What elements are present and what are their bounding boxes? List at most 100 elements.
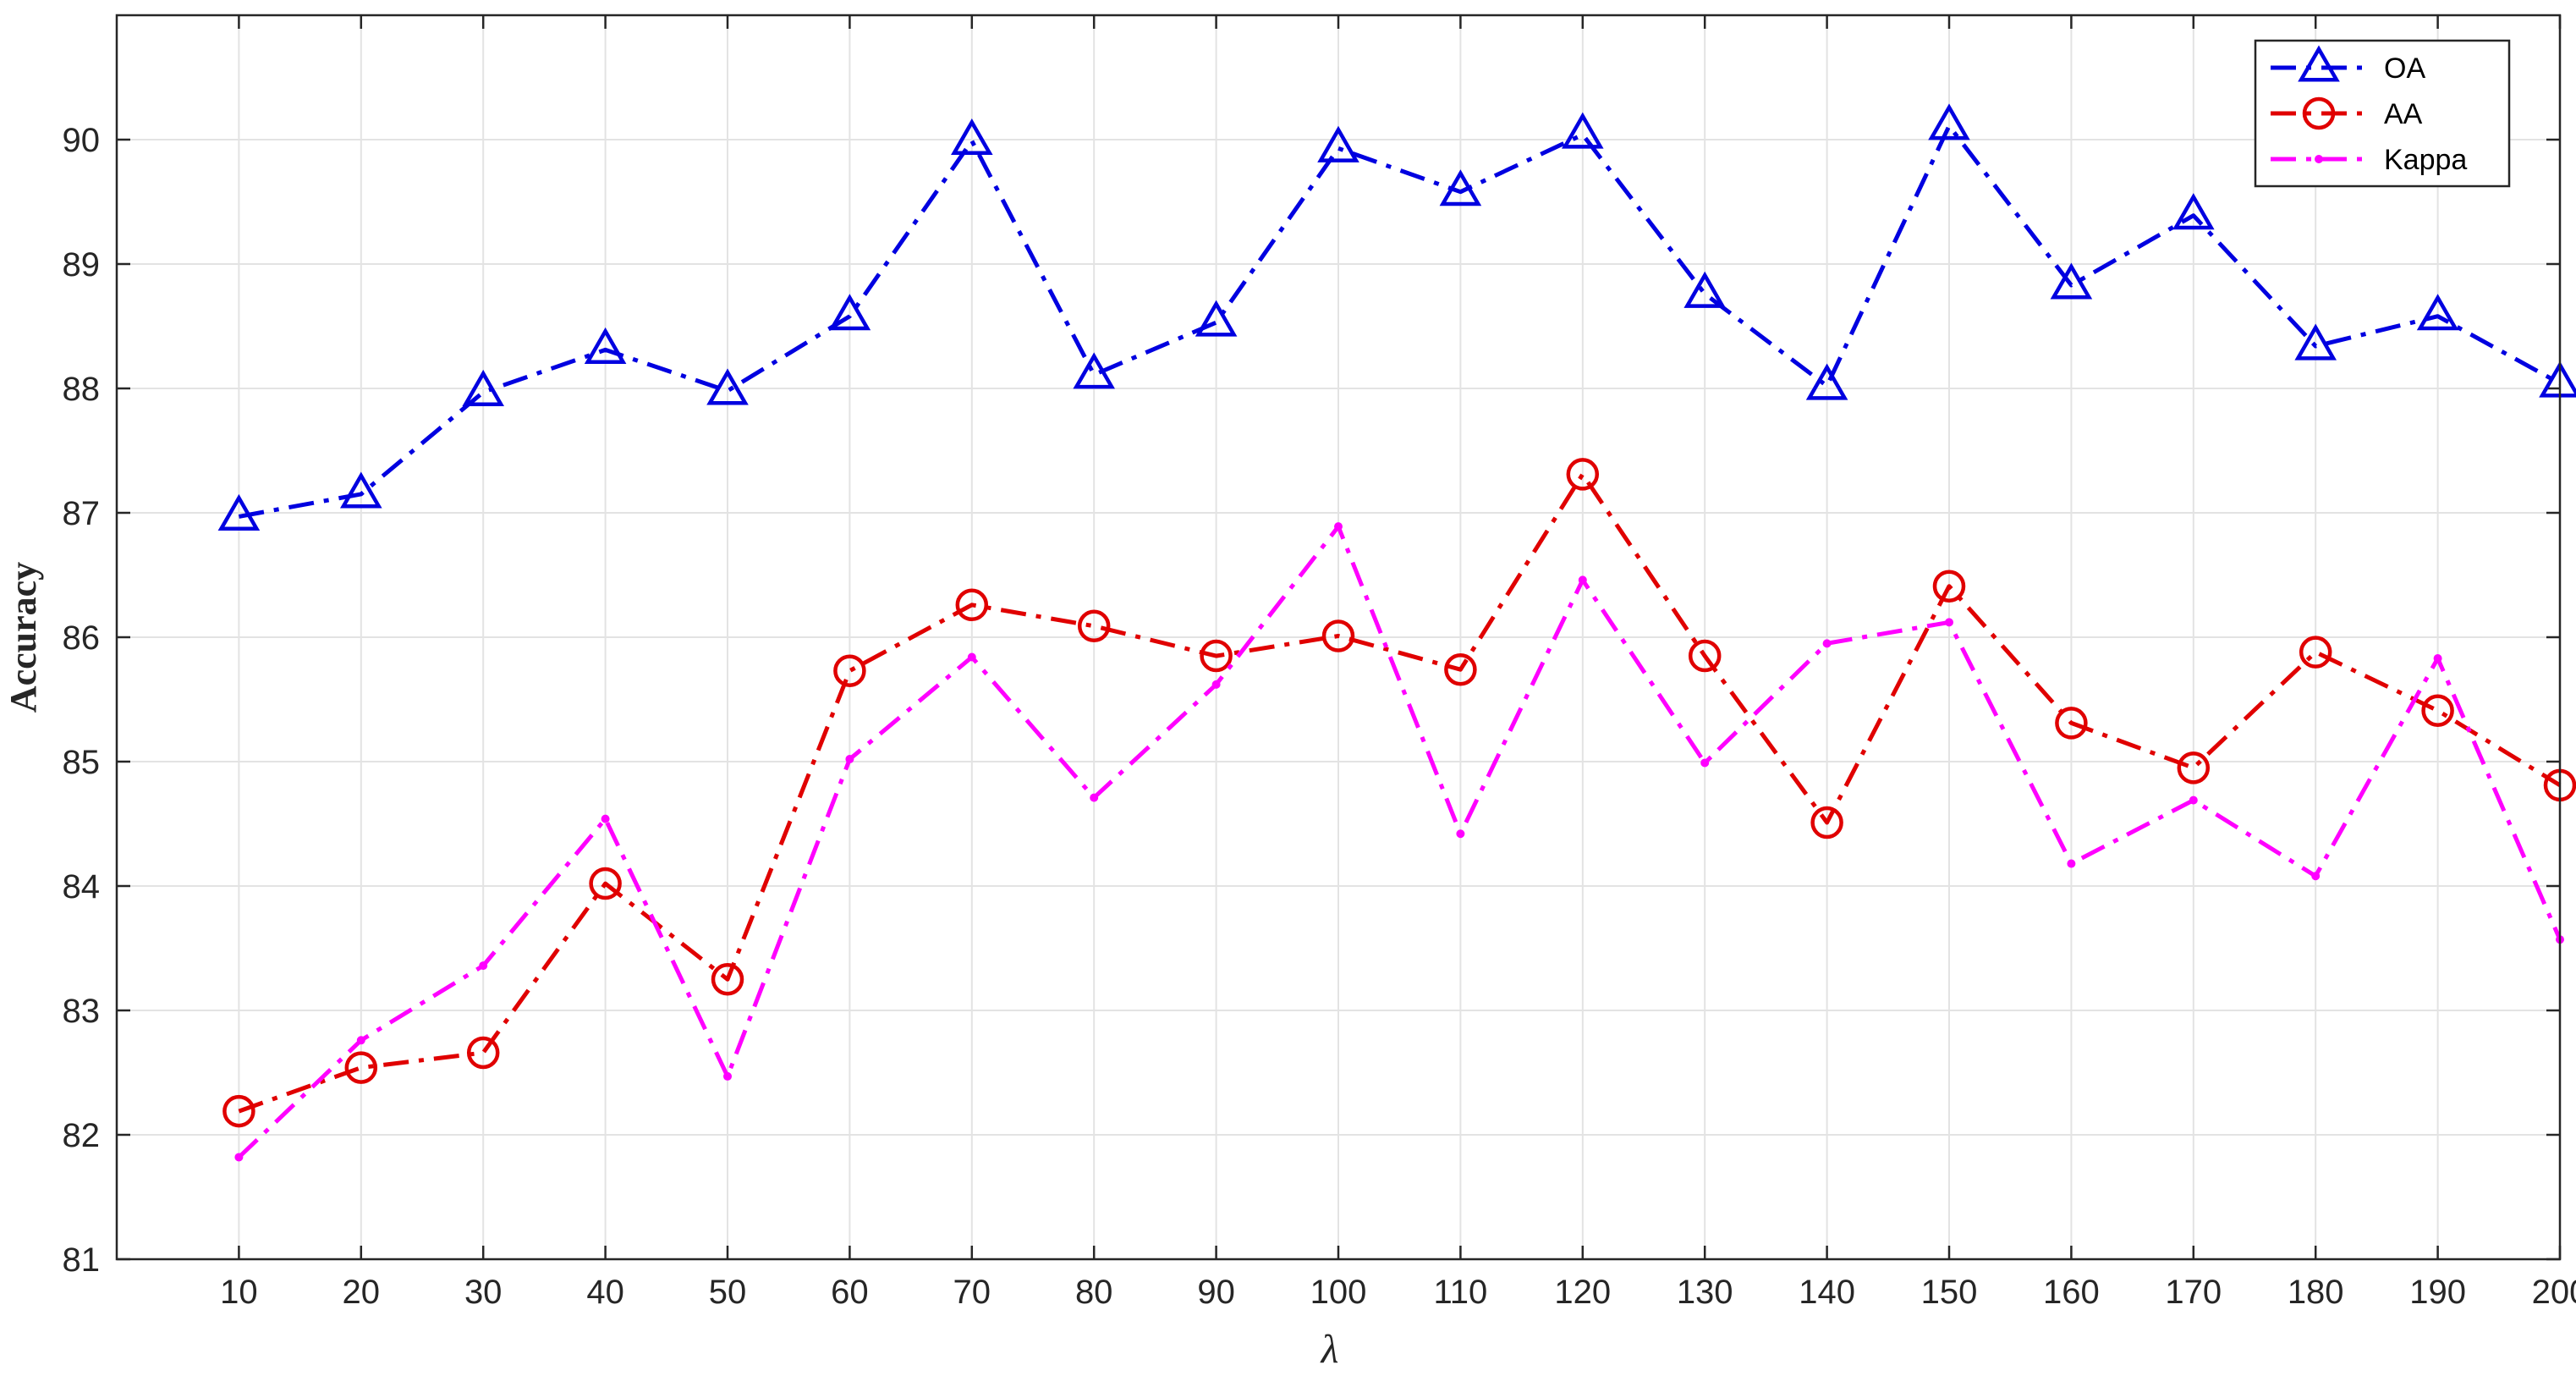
x-tick-label: 130 — [1677, 1274, 1733, 1311]
data-point-aa — [1566, 458, 1600, 491]
x-axis-label: λ — [1320, 1327, 1339, 1372]
data-point-aa — [1810, 806, 1843, 839]
x-tick-label: 60 — [831, 1274, 869, 1311]
x-tick-label: 160 — [2043, 1274, 2100, 1311]
y-tick-label: 89 — [63, 246, 101, 283]
data-point-oa — [706, 368, 749, 405]
data-point-aa — [589, 867, 622, 900]
data-point-oa — [2416, 294, 2459, 331]
y-tick-label: 83 — [63, 993, 101, 1030]
data-point-kappa — [601, 814, 610, 823]
data-point-oa — [1439, 169, 1482, 206]
y-axis-label: Accuracy — [3, 562, 44, 713]
x-tick-label: 170 — [2165, 1274, 2222, 1311]
x-tick-label: 10 — [220, 1274, 258, 1311]
data-point-oa — [2172, 193, 2215, 230]
series-line-oa — [238, 124, 2562, 519]
data-point-kappa — [356, 1036, 365, 1045]
data-point-aa — [1321, 619, 1355, 652]
data-point-aa — [2055, 707, 2088, 740]
legend-marker-kappa — [2315, 155, 2323, 163]
x-tick-label: 100 — [1310, 1274, 1367, 1311]
y-tick-label: 86 — [63, 619, 101, 657]
legend-label-aa: AA — [2384, 98, 2423, 130]
data-point-oa — [951, 118, 993, 156]
series-line-aa — [238, 471, 2562, 1114]
data-point-oa — [2050, 262, 2093, 300]
series-aa — [222, 458, 2576, 1128]
x-tick-label: 190 — [2409, 1274, 2466, 1311]
y-tick-label: 88 — [63, 371, 101, 408]
series-oa — [217, 103, 2576, 531]
y-tick-label: 87 — [63, 495, 101, 532]
legend: OA AA Kappa — [2254, 39, 2511, 188]
data-point-oa — [1073, 352, 1115, 389]
data-point-aa — [1932, 570, 1966, 603]
data-point-kappa — [234, 1153, 244, 1162]
data-point-kappa — [967, 652, 976, 662]
legend-marker-oa — [2298, 45, 2340, 82]
data-point-aa — [955, 588, 989, 622]
data-point-kappa — [845, 755, 854, 764]
data-point-aa — [711, 963, 744, 996]
data-point-oa — [1928, 103, 1970, 140]
data-point-aa — [222, 1094, 255, 1128]
data-point-kappa — [1578, 575, 1587, 585]
y-tick-label: 81 — [63, 1241, 101, 1279]
data-point-aa — [833, 654, 866, 687]
y-tick-label: 82 — [63, 1117, 101, 1154]
data-point-oa — [1683, 271, 1726, 308]
data-point-oa — [1317, 125, 1359, 162]
data-point-aa — [2421, 694, 2454, 727]
plot-frame — [115, 14, 2562, 1261]
data-point-aa — [2299, 636, 2332, 669]
legend-box — [2254, 39, 2511, 188]
series — [217, 103, 2576, 1162]
x-tick-label: 150 — [1921, 1274, 1978, 1311]
data-point-oa — [828, 294, 871, 331]
y-tick-label: 90 — [63, 122, 101, 159]
data-point-oa — [340, 471, 382, 509]
data-point-oa — [1195, 300, 1238, 337]
data-point-aa — [2177, 751, 2211, 784]
x-tick-label: 70 — [953, 1274, 991, 1311]
data-point-aa — [1688, 639, 1722, 673]
x-tick-label: 200 — [2532, 1274, 2576, 1311]
x-tick-label: 110 — [1434, 1274, 1488, 1311]
data-point-kappa — [2311, 872, 2321, 881]
x-tick-label: 90 — [1197, 1274, 1235, 1311]
data-point-aa — [344, 1051, 378, 1084]
x-tick-label: 30 — [464, 1274, 503, 1311]
x-tick-label: 40 — [586, 1274, 624, 1311]
data-point-kappa — [1456, 829, 1465, 839]
grid — [117, 15, 2561, 1260]
data-point-kappa — [2067, 859, 2076, 868]
data-point-oa — [217, 493, 261, 531]
data-point-kappa — [723, 1071, 732, 1081]
data-point-oa — [462, 369, 504, 406]
data-point-aa — [466, 1036, 500, 1070]
y-tick-label: 84 — [63, 868, 101, 905]
series-line-kappa — [237, 524, 2562, 1159]
data-point-oa — [1562, 112, 1604, 149]
data-point-aa — [1077, 609, 1111, 643]
data-point-kappa — [2433, 653, 2442, 663]
x-tick-label: 180 — [2288, 1274, 2344, 1311]
y-tick-label: 85 — [63, 744, 101, 781]
data-point-kappa — [1334, 522, 1343, 531]
legend-label-oa: OA — [2384, 52, 2425, 85]
data-point-oa — [584, 327, 627, 364]
data-point-kappa — [1090, 793, 1099, 802]
series-kappa — [234, 522, 2564, 1162]
data-point-kappa — [2189, 795, 2198, 805]
x-tick-label: 120 — [1554, 1274, 1611, 1311]
x-tick-label: 50 — [709, 1274, 747, 1311]
data-point-kappa — [1822, 639, 1832, 648]
x-tick-label: 80 — [1075, 1274, 1113, 1311]
legend-label-kappa: Kappa — [2384, 144, 2467, 176]
data-point-oa — [2294, 323, 2337, 361]
legend-marker-aa — [2302, 96, 2336, 130]
x-tick-label: 20 — [343, 1274, 381, 1311]
data-point-kappa — [479, 961, 488, 971]
